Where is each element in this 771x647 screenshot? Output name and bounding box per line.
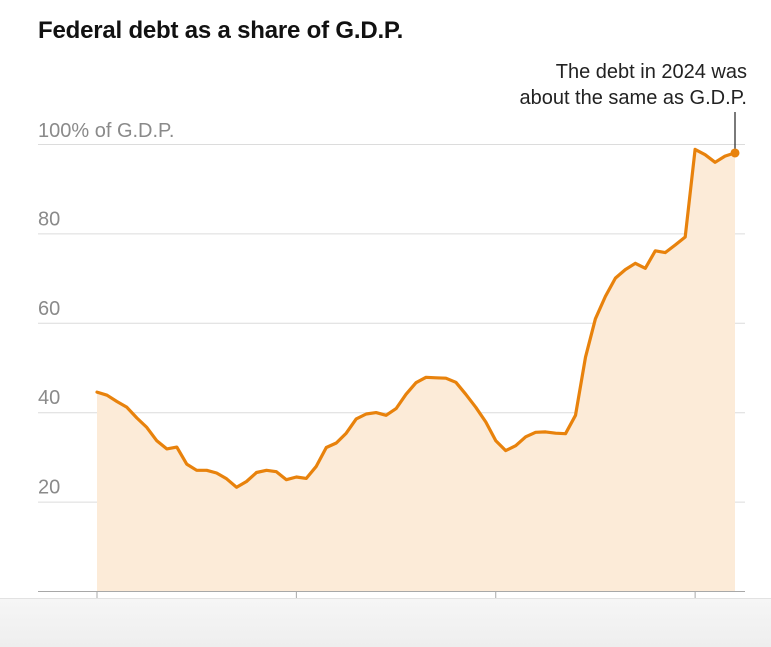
y-tick-label: 60 <box>38 298 60 320</box>
annotation: The debt in 2024 was about the same as G.… <box>519 61 747 158</box>
y-tick-label: 20 <box>38 477 60 499</box>
debt-area-fill <box>97 149 735 591</box>
footer-bar <box>0 598 771 647</box>
debt-line <box>95 147 737 489</box>
chart-title: Federal debt as a share of G.D.P. <box>38 17 404 44</box>
annotation-line: about the same as G.D.P. <box>519 87 747 109</box>
plot-area <box>95 147 737 591</box>
y-tick-label: 80 <box>38 208 60 230</box>
y-tick-label: 40 <box>38 387 60 409</box>
annotation-line: The debt in 2024 was <box>556 61 747 83</box>
endpoint-dot <box>730 148 740 158</box>
y-axis-top-label: 100% of G.D.P. <box>38 120 174 142</box>
